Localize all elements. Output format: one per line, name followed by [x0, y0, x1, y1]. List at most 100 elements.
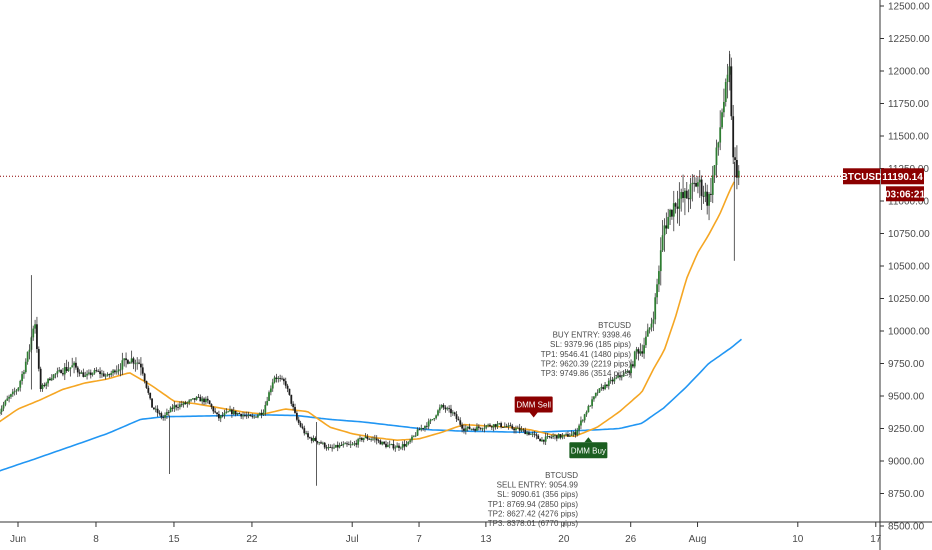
candle-body — [424, 425, 426, 429]
candle-body — [359, 437, 361, 440]
candle-body — [678, 198, 681, 209]
candle-body — [405, 443, 408, 447]
candle-body — [531, 433, 534, 435]
candle-body — [99, 371, 101, 375]
candle-body — [466, 426, 469, 429]
y-tick-label: 10250.00 — [888, 294, 930, 305]
candle-body — [52, 374, 55, 379]
candle-body — [357, 439, 360, 445]
signals[interactable]: DMM Sell DMM Buy — [514, 396, 608, 459]
candle-body — [403, 444, 406, 447]
candle-body — [76, 367, 79, 373]
candle-body — [75, 362, 77, 368]
candle-body — [325, 447, 328, 449]
candle-body — [247, 414, 250, 416]
candle-body — [158, 412, 161, 414]
candle-body — [559, 434, 562, 438]
candle-body — [78, 372, 81, 374]
candle-body — [392, 444, 395, 449]
candle-body — [86, 373, 88, 376]
candle-body — [37, 349, 40, 369]
candle-body — [123, 358, 126, 361]
candle-body — [312, 437, 315, 441]
candle-body — [485, 425, 488, 428]
candle-body — [646, 329, 649, 337]
candle-body — [611, 379, 614, 382]
candle-body — [524, 430, 527, 435]
candle-body — [260, 412, 263, 415]
candle-body — [507, 425, 510, 427]
price-axis[interactable]: 12500.00 12250.00 12000.00 11750.00 11500.00… — [880, 2, 930, 533]
candle-body — [433, 418, 436, 420]
candle-body — [416, 429, 419, 436]
candle-body — [515, 428, 517, 431]
candle-body — [546, 436, 549, 437]
candle-body — [448, 408, 451, 410]
candle-body — [43, 384, 46, 386]
candle-body — [539, 438, 541, 442]
y-tick-label: 9750.00 — [888, 359, 925, 370]
sell-signal-label: DMM Sell — [516, 401, 551, 410]
candle-body — [84, 375, 87, 377]
candle-body — [648, 327, 651, 330]
candle-body — [47, 378, 49, 384]
candle-body — [630, 364, 632, 374]
candle-body — [489, 424, 491, 427]
x-tick-label: Jun — [10, 534, 26, 545]
candle-body — [572, 432, 575, 435]
candle-body — [17, 387, 20, 391]
candle-body — [13, 391, 16, 393]
candle-body — [93, 370, 96, 374]
candle-body — [258, 412, 261, 416]
candle-body — [353, 443, 356, 445]
candle-body — [36, 324, 38, 350]
buy-signal-tag[interactable] — [569, 442, 608, 459]
candle-body — [613, 378, 616, 382]
x-tick-label: 15 — [168, 534, 180, 545]
candle-body — [67, 369, 70, 371]
candle-body — [219, 415, 222, 419]
candle-body — [273, 377, 276, 383]
candle-body — [661, 235, 664, 251]
candle-body — [589, 405, 592, 407]
candle-body — [117, 369, 120, 372]
candle-body — [624, 372, 627, 374]
candle-body — [606, 384, 608, 387]
candle-body — [711, 175, 714, 195]
candle-body — [186, 402, 189, 404]
candle-body — [204, 398, 207, 403]
y-tick-label: 11000.00 — [888, 197, 929, 208]
candle-body — [633, 351, 636, 367]
candle-body — [284, 381, 287, 386]
candle-body — [659, 250, 662, 272]
candle-body — [617, 375, 619, 378]
candle-body — [622, 373, 625, 377]
candle-body — [713, 165, 716, 176]
candle-body — [331, 447, 334, 449]
candle-body — [685, 190, 688, 199]
time-axis[interactable]: Jun 8 15 22 Jul 7 13 20 26 Aug 10 17 — [10, 522, 882, 545]
x-tick-label: 17 — [870, 534, 882, 545]
candle-body — [554, 435, 556, 437]
symbol-tag — [843, 168, 880, 185]
candle-body — [500, 423, 503, 428]
candle-body — [399, 447, 402, 449]
candle-body — [50, 378, 53, 381]
candle-body — [140, 363, 142, 368]
sell-signal-tag[interactable] — [514, 396, 553, 413]
candle-body — [375, 438, 378, 441]
buy-annotation-line: BTCUSD — [598, 321, 631, 330]
candle-body — [669, 209, 671, 217]
candle-body — [390, 444, 393, 445]
candle-body — [266, 400, 269, 406]
candle-body — [125, 358, 127, 361]
candle-body — [65, 367, 68, 371]
buy-signal-arrow — [584, 437, 593, 443]
candle-body — [734, 157, 736, 161]
candle-body — [262, 412, 265, 415]
candle-body — [427, 421, 430, 427]
candle-body — [62, 373, 64, 375]
candle-body — [249, 414, 252, 417]
candle-body — [294, 407, 296, 413]
